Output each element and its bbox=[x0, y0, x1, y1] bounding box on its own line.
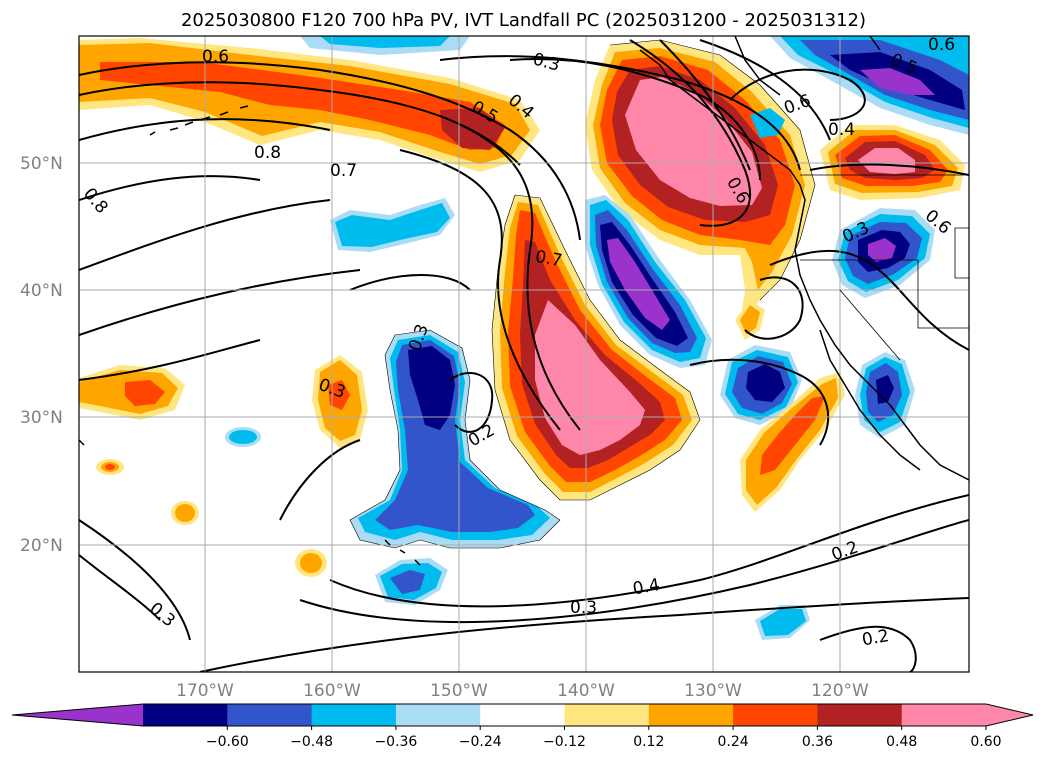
colorbar-tick-label: −0.48 bbox=[290, 734, 333, 750]
contour-label: 0.4 bbox=[828, 120, 855, 140]
contour-label: 0.8 bbox=[254, 143, 281, 163]
map-title: 2025030800 F120 700 hPa PV, IVT Landfall… bbox=[180, 10, 867, 31]
contour-label: 0.7 bbox=[330, 161, 357, 181]
lat-label: 20°N bbox=[20, 536, 63, 556]
colorbar-segment bbox=[648, 704, 734, 726]
lon-label: 130°W bbox=[684, 681, 742, 701]
colorbar-tick-label: −0.12 bbox=[543, 734, 586, 750]
lon-label: 160°W bbox=[303, 681, 361, 701]
colorbar-tick-label: 0.12 bbox=[633, 734, 664, 750]
colorbar-extend-max bbox=[986, 704, 1033, 726]
colorbar-segment bbox=[227, 704, 313, 726]
colorbar-extend-min bbox=[12, 704, 143, 726]
contour-lines bbox=[79, 39, 969, 672]
contour-label: 0.7 bbox=[534, 247, 564, 271]
lon-label: 170°W bbox=[176, 681, 234, 701]
lon-label: 140°W bbox=[557, 681, 615, 701]
longitude-labels: 170°W 160°W 150°W 140°W 130°W 120°W bbox=[176, 681, 869, 701]
thin-contour-outlines bbox=[349, 39, 816, 549]
colorbar-tick-label: −0.36 bbox=[374, 734, 417, 750]
colorbar-segment bbox=[901, 704, 987, 726]
lat-label: 50°N bbox=[20, 154, 63, 174]
colorbar-segment bbox=[817, 704, 903, 726]
map-plot-area: 0.6 0.8 0.7 0.8 0.3 0.4 0.5 0.6 0.5 0.6 … bbox=[78, 35, 970, 673]
colorbar: −0.60 −0.48 −0.36 −0.24 −0.12 0.12 0.24 0.36 0.4… bbox=[11, 703, 1034, 750]
lat-label: 40°N bbox=[20, 281, 63, 301]
colorbar-segment bbox=[143, 704, 228, 726]
map-frame bbox=[78, 35, 970, 673]
state-borders bbox=[800, 174, 969, 361]
colorbar-tick-label: −0.60 bbox=[206, 734, 249, 750]
colorbar-outline bbox=[11, 703, 1034, 727]
filled-contours bbox=[79, 36, 969, 640]
contour-label: 0.3 bbox=[570, 598, 597, 618]
lon-label: 150°W bbox=[430, 681, 488, 701]
colorbar-tick-label: 0.24 bbox=[718, 734, 749, 750]
colorbar-tick-label: 0.60 bbox=[970, 734, 1001, 750]
colorbar-tick-label: 0.48 bbox=[886, 734, 917, 750]
colorbar-segment bbox=[395, 704, 481, 726]
colorbar-segment bbox=[480, 704, 565, 726]
contour-label: 0.6 bbox=[202, 47, 229, 67]
contour-label: 0.4 bbox=[631, 575, 661, 599]
colorbar-tick-label: 0.36 bbox=[802, 734, 833, 750]
lat-label: 30°N bbox=[20, 408, 63, 428]
latitude-labels: 50°N 40°N 30°N 20°N bbox=[20, 154, 63, 556]
coastlines bbox=[79, 36, 969, 566]
colorbar-tick-label: −0.24 bbox=[459, 734, 502, 750]
colorbar-segment bbox=[311, 704, 397, 726]
contour-label: 0.2 bbox=[860, 626, 890, 650]
contour-label: 0.6 bbox=[928, 35, 955, 55]
colorbar-segment bbox=[564, 704, 650, 726]
graticule bbox=[79, 36, 969, 672]
colorbar-segment bbox=[733, 704, 818, 726]
lon-label: 120°W bbox=[811, 681, 869, 701]
